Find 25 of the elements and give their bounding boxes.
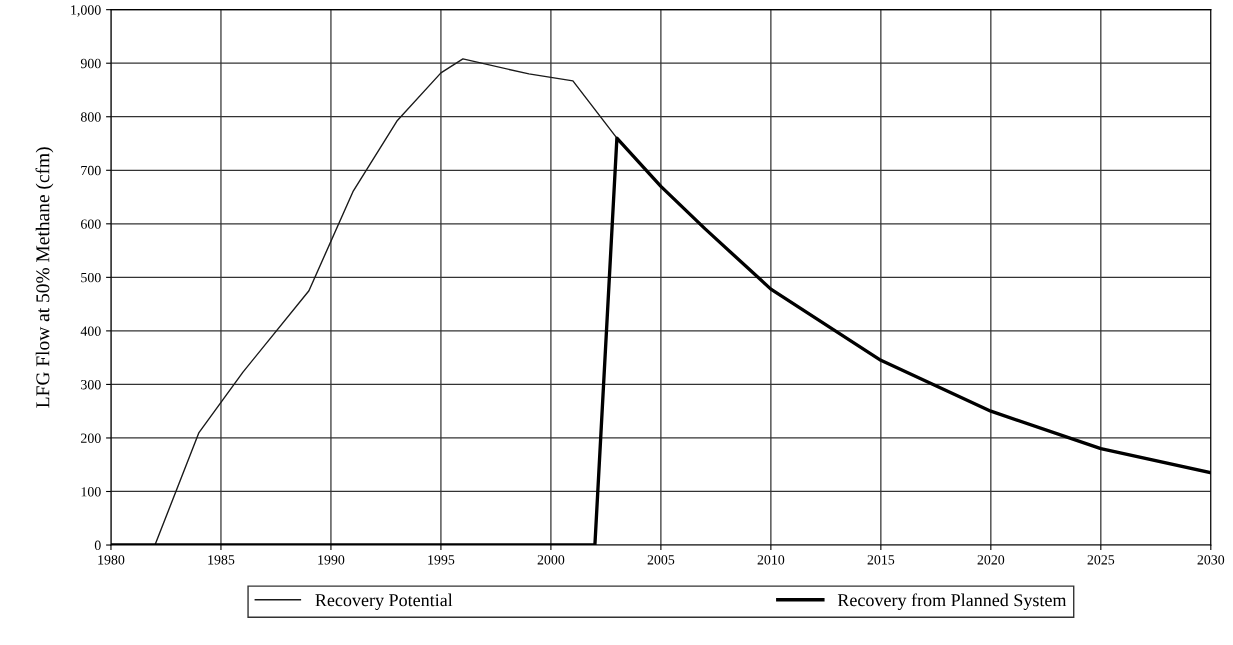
x-tick-label: 1995 (428, 555, 455, 565)
y-tick-label: 400 (80, 326, 101, 336)
x-tick-label: 2005 (647, 555, 675, 565)
x-tick-label: 2010 (757, 555, 785, 565)
legend-label: Recovery Potential (315, 593, 453, 610)
y-tick-label: 1,000 (71, 5, 101, 17)
y-tick-label: 0 (94, 540, 101, 550)
y-tick-label: 900 (80, 58, 101, 69)
x-tick-label: 2025 (1087, 555, 1115, 565)
x-tick-label: 2020 (977, 555, 1005, 565)
y-tick-label: 300 (81, 380, 101, 390)
x-tick-label: 1980 (98, 555, 125, 565)
y-tick-label: 600 (81, 219, 101, 229)
x-tick-label: 1990 (318, 555, 345, 565)
y-axis-title: LFG Flow at 50% Methane (cfm) (35, 147, 54, 408)
y-tick-label: 800 (80, 112, 101, 122)
x-tick-label: 2000 (537, 555, 565, 565)
y-tick-label: 500 (81, 272, 101, 283)
y-tick-label: 200 (81, 433, 101, 443)
x-tick-label: 2030 (1197, 555, 1225, 565)
x-tick-label: 2015 (867, 555, 895, 565)
x-tick-label: 1985 (208, 555, 235, 565)
y-tick-label: 100 (81, 487, 101, 497)
y-tick-label: 700 (81, 165, 101, 176)
legend-label: Recovery from Planned System (837, 593, 1067, 610)
